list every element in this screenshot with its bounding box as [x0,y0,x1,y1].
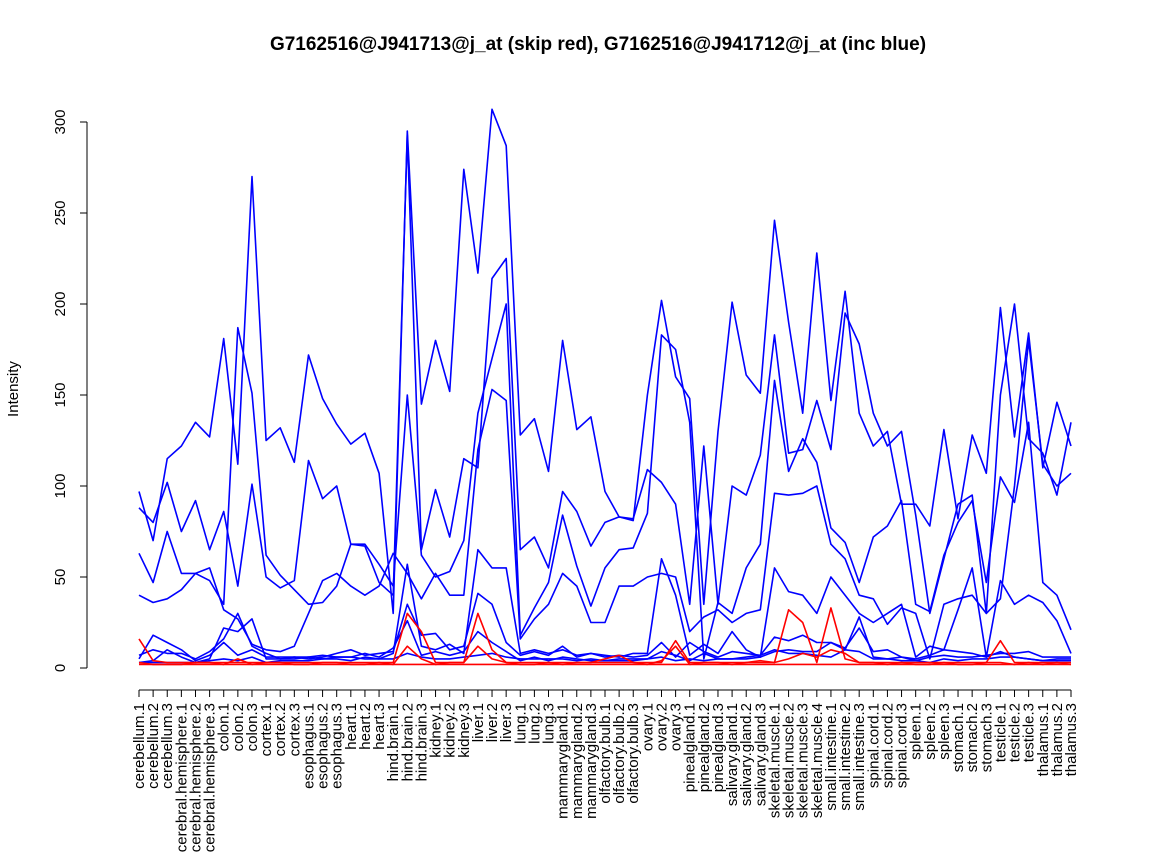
x-tick-label: spinal.cord.3 [894,703,911,788]
series-line-inc [138,108,1072,615]
x-tick-label: mammarygland.2 [569,703,586,819]
x-tick-label: esophagus.2 [315,703,332,789]
x-tick-label: cerebellum.1 [131,703,148,789]
x-tick-label: olfactory.bulb.3 [625,703,642,804]
x-tick-label: olfactory.bulb.1 [597,703,614,804]
x-tick-label: spinal.cord.1 [865,703,882,788]
x-tick-label: lung.1 [512,703,529,744]
x-tick-label: cerebral.hemisphere.2 [187,703,204,852]
series-line-inc [139,648,1071,664]
x-tick-label: spleen.1 [908,703,925,760]
x-tick-label: stomach.2 [964,703,981,772]
x-tick-label: kidney.3 [456,703,473,758]
x-tick-label: spleen.2 [922,703,939,760]
x-tick-label: cerebral.hemisphere.1 [173,703,190,852]
x-tick-label: esophagus.3 [329,703,346,789]
x-tick-label: cortex.3 [286,703,303,756]
x-tick-label: colon.3 [244,703,261,751]
x-tick-label: kidney.2 [442,703,459,758]
series-line-inc [138,339,1072,660]
x-tick-label: kidney.1 [428,703,445,758]
x-tick-label: salivary.gland.2 [738,703,755,806]
x-tick-label: mammarygland.1 [555,703,572,819]
x-tick-label: hind.brain.1 [385,703,402,781]
y-tick-label: 50 [52,569,69,586]
x-tick-label: testicle.2 [1007,703,1024,762]
x-tick-label: olfactory.bulb.2 [611,703,628,804]
y-tick-label: 200 [52,291,69,316]
x-tick-label: testicle.3 [1021,703,1038,762]
series-line-inc [138,133,1072,615]
x-tick-label: hind.brain.3 [413,703,430,781]
x-tick-label: thalamus.2 [1049,703,1066,776]
x-tick-label: testicle.1 [992,703,1009,762]
x-tick-label: thalamus.1 [1035,703,1052,776]
x-tick-label: salivary.gland.1 [724,703,741,806]
x-tick-label: lung.2 [526,703,543,744]
x-tick-label: liver.2 [484,703,501,742]
x-tick-label: heart.1 [343,703,360,750]
x-tick-label: cortex.2 [272,703,289,756]
y-tick-label: 100 [52,473,69,498]
x-tick-label: spinal.cord.2 [879,703,896,788]
chart-title: G7162516@J941713@j_at (skip red), G71625… [270,34,926,55]
x-tick-label: cerebellum.2 [145,703,162,789]
x-tick-label: liver.3 [498,703,515,742]
x-tick-label: heart.3 [371,703,388,750]
x-tick-label: ovary.3 [668,703,685,751]
x-tick-label: salivary.gland.3 [752,703,769,806]
x-tick-label: ovary.2 [653,703,670,751]
y-tick-label: 300 [52,109,69,134]
series-layer [138,108,1072,666]
x-tick-label: pinealgland.2 [696,703,713,792]
x-tick-label: small.intestine.3 [851,703,868,811]
x-tick-label: skeletal.muscle.4 [809,703,826,818]
y-tick-label: 150 [52,382,69,407]
y-tick-label: 0 [52,664,69,672]
x-tick-label: skeletal.muscle.3 [795,703,812,818]
x-tick-label: ovary.1 [639,703,656,751]
series-line-inc [138,592,1071,662]
x-tick-label: stomach.3 [978,703,995,772]
x-tick-label: small.intestine.2 [837,703,854,811]
x-tick-label: pinealgland.1 [682,703,699,792]
y-axis: 0 50 100 150 200 250 300 [52,109,88,672]
x-tick-label: cerebral.hemisphere.3 [202,703,219,852]
y-tick-label: 250 [52,200,69,225]
x-tick-label: thalamus.3 [1063,703,1080,776]
x-tick-label: skeletal.muscle.1 [766,703,783,818]
x-tick-label: cortex.1 [258,703,275,756]
x-tick-label: spleen.3 [936,703,953,760]
x-tick-label: small.intestine.1 [823,703,840,811]
x-tick-label: mammarygland.3 [583,703,600,819]
series-line-inc [138,548,1072,664]
x-tick-label: skeletal.muscle.2 [781,703,798,818]
x-tick-label: heart.2 [357,703,374,750]
x-tick-label: pinealgland.3 [710,703,727,792]
x-tick-label: liver.1 [470,703,487,742]
x-tick-label: colon.2 [230,703,247,751]
x-tick-label: cerebellum.3 [159,703,176,789]
x-axis: cerebellum.1cerebellum.2cerebellum.3cere… [131,689,1080,852]
x-tick-label: stomach.1 [950,703,967,772]
series-line-skip [138,607,1071,664]
y-axis-label: Intensity [5,361,22,417]
series-line-inc [138,303,1072,660]
x-tick-label: hind.brain.2 [399,703,416,781]
x-tick-label: colon.1 [216,703,233,751]
x-tick-label: esophagus.1 [300,703,317,789]
x-tick-label: lung.3 [541,703,558,744]
